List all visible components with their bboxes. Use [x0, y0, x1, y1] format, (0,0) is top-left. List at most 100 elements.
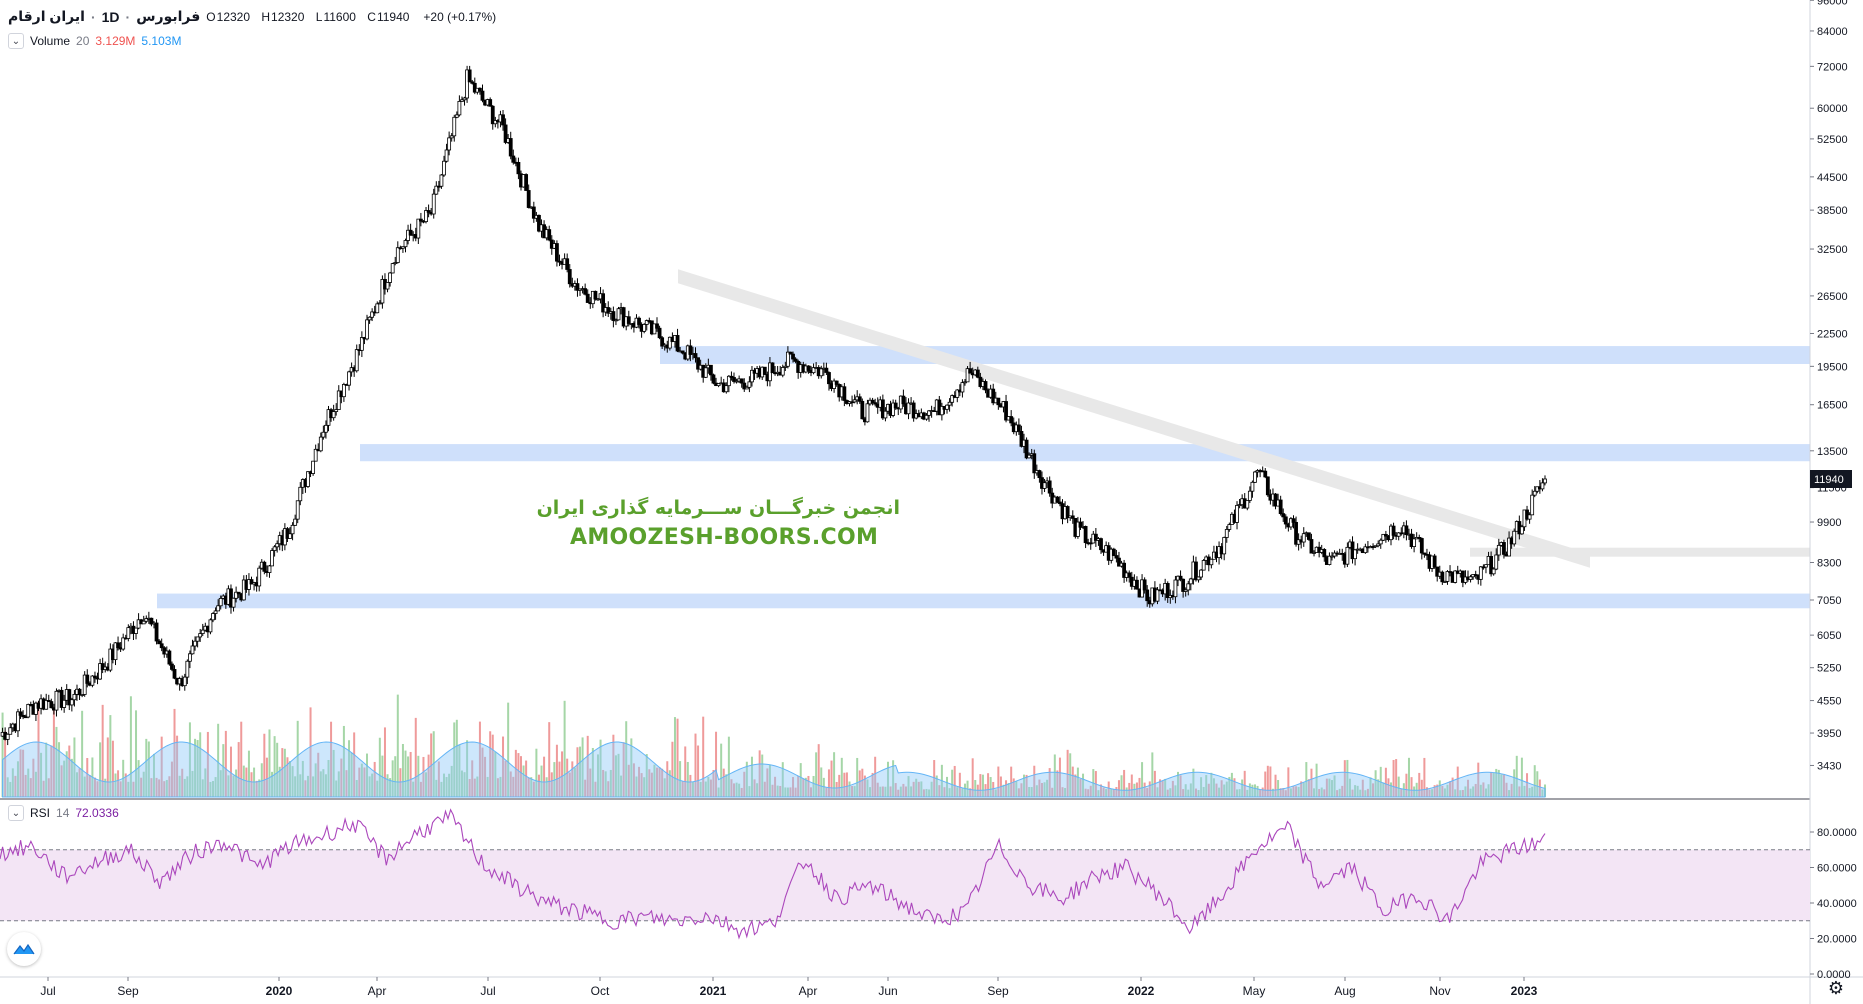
candle-body — [295, 500, 300, 520]
volume-length: 20 — [76, 34, 90, 48]
chevron-down-icon[interactable]: ⌄ — [8, 33, 24, 49]
volume-bar — [499, 776, 502, 797]
volume-bar — [543, 756, 546, 797]
candle-body — [49, 701, 54, 709]
candle-body — [1527, 514, 1532, 520]
volume-bar — [1354, 785, 1357, 797]
volume-bar — [989, 777, 992, 797]
volume-bar — [1531, 786, 1534, 797]
candle-body — [1445, 571, 1450, 582]
volume-bar — [240, 721, 243, 797]
volume-bar — [925, 788, 928, 797]
volume-bar — [299, 774, 302, 797]
candle-body — [1078, 521, 1083, 528]
volume-bar — [671, 741, 674, 797]
volume-name[interactable]: Volume — [30, 34, 71, 48]
zone-band[interactable] — [360, 444, 1810, 462]
volume-bar — [789, 787, 792, 797]
candle-body — [347, 371, 351, 386]
symbol-name[interactable]: ایران ارقام — [8, 8, 85, 24]
volume-bar — [884, 786, 887, 797]
volume-bar — [851, 785, 854, 797]
volume-bar — [792, 777, 795, 797]
volume-bar — [432, 731, 435, 797]
time-axis[interactable]: Jul Sep 2020 Apr Jul Oct 2021 Apr Jun Sep 2022 May A… — [40, 977, 1538, 998]
candle-body — [906, 402, 911, 415]
volume-bar — [1040, 782, 1043, 797]
candle-body — [531, 206, 536, 219]
candle-body — [996, 397, 1001, 406]
candle-body — [54, 690, 59, 711]
candle-body — [431, 193, 436, 215]
volume-bar — [979, 774, 982, 797]
candle-body — [167, 650, 172, 665]
candle-body — [680, 350, 685, 354]
gear-icon[interactable]: ⚙ — [1827, 978, 1845, 998]
rsi-axis[interactable]: 80.0000 60.0000 40.0000 20.0000 0.0000 — [1810, 827, 1857, 981]
volume-bar — [1513, 769, 1516, 797]
volume-bar — [1377, 779, 1380, 797]
volume-bar — [417, 755, 420, 797]
volume-bar — [768, 765, 771, 797]
volume-bar — [340, 758, 343, 797]
volume-bar — [1333, 775, 1336, 797]
watermark-latin: AMOOZESH-BOORS.COM — [570, 525, 879, 550]
volume-bar — [820, 767, 823, 797]
time-tick-label: 2022 — [1128, 984, 1155, 998]
candle-body — [377, 302, 382, 305]
candle-body — [983, 381, 988, 391]
volume-bar — [86, 758, 89, 797]
time-tick-label: May — [1243, 984, 1266, 998]
volume-bar — [1264, 771, 1267, 797]
volume-bar — [794, 787, 797, 797]
tradingview-logo-icon[interactable] — [7, 932, 41, 966]
volume-bar — [345, 770, 348, 797]
zone-band[interactable] — [660, 346, 1810, 365]
volume-bar — [1133, 783, 1136, 797]
volume-bar — [1038, 779, 1041, 797]
price-tick-label: 8300 — [1817, 558, 1841, 570]
horizontal-band[interactable] — [1470, 547, 1810, 557]
candle-body — [18, 711, 23, 716]
volume-bar — [807, 775, 810, 797]
interval-label[interactable]: 1D — [101, 8, 120, 25]
volume-bar — [468, 779, 471, 797]
volume-bar — [206, 731, 209, 797]
volume-bar — [904, 786, 907, 797]
rsi-length: 14 — [56, 806, 70, 820]
volume-bar — [1520, 757, 1523, 797]
volume-bar — [1387, 778, 1390, 797]
time-tick-label: Sep — [117, 984, 139, 998]
candle-body — [616, 308, 621, 321]
volume-bar — [1138, 777, 1141, 797]
candle-body — [1309, 539, 1314, 554]
volume-bar — [442, 773, 445, 797]
candle-body — [819, 368, 824, 377]
candle-body — [1291, 518, 1296, 523]
volume-bar — [1351, 789, 1354, 797]
volume-bar — [994, 789, 997, 797]
volume-bar — [548, 722, 551, 797]
volume-bar — [1500, 774, 1503, 797]
volume-bar — [88, 775, 91, 797]
zone-band[interactable] — [157, 593, 1810, 609]
chevron-down-icon[interactable]: ⌄ — [8, 805, 24, 821]
volume-bar — [1087, 789, 1090, 797]
price-axis[interactable]: 96000 84000 72000 60000 52500 44500 38500 32500… — [1810, 0, 1848, 772]
rsi-name[interactable]: RSI — [30, 806, 51, 820]
candle-body — [762, 366, 767, 375]
volume-bar — [938, 785, 941, 797]
candle-body — [1093, 533, 1098, 541]
volume-bar — [509, 771, 512, 797]
candle-body — [555, 243, 559, 262]
time-tick-label: Apr — [799, 984, 818, 998]
volume-bar — [1297, 787, 1300, 797]
trendline-band[interactable] — [678, 269, 1590, 568]
volume-bar — [158, 779, 161, 797]
volume-bar — [317, 752, 320, 797]
candle-body — [1250, 481, 1255, 492]
volume-bar — [1484, 788, 1487, 797]
volume-bar — [409, 751, 412, 797]
volume-bar — [168, 776, 171, 797]
